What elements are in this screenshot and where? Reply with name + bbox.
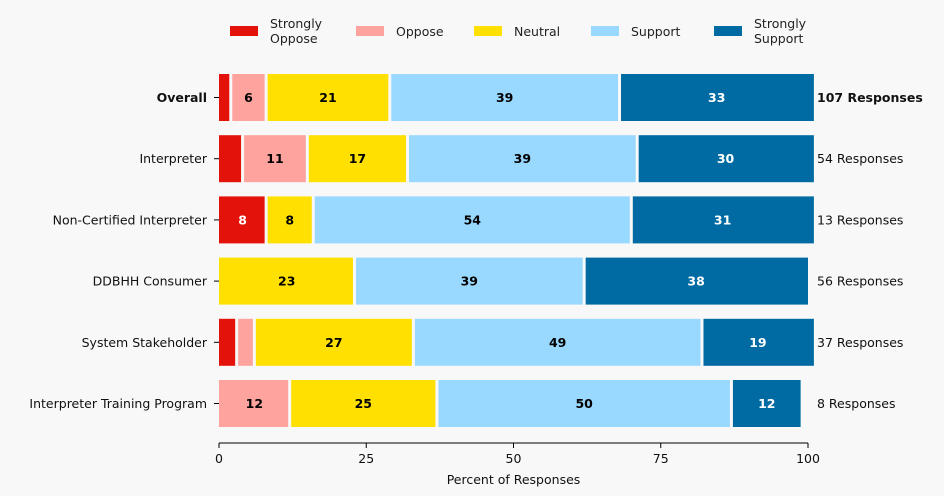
y-tick-label: Interpreter	[139, 151, 207, 166]
data-label: 21	[319, 90, 336, 105]
legend-swatch	[474, 26, 502, 36]
response-count: 8 Responses	[817, 396, 895, 411]
x-tick-label: 75	[653, 451, 669, 466]
data-label: 39	[514, 151, 531, 166]
legend-swatch	[591, 26, 619, 36]
y-tick-label: Interpreter Training Program	[29, 396, 207, 411]
y-tick-label: Overall	[157, 90, 207, 105]
bar-segment-strongly-support	[621, 74, 814, 121]
bar-segment-strongly-oppose	[219, 196, 265, 244]
legend-swatch	[230, 26, 258, 36]
x-axis: 0 25 50 75 100 Percent of Responses	[215, 442, 820, 487]
bar-row: 23 39 38	[219, 257, 808, 305]
legend-label: Support	[631, 23, 681, 39]
bar-segment-strongly-support	[638, 135, 814, 183]
bar-segment-support	[408, 135, 636, 183]
response-count: 37 Responses	[817, 335, 903, 350]
bar-segment-neutral	[291, 380, 436, 427]
legend-swatch	[356, 26, 384, 36]
data-label: 25	[355, 396, 372, 411]
data-label: 17	[349, 151, 366, 166]
data-label: 27	[325, 335, 342, 350]
response-count: 56 Responses	[817, 274, 903, 289]
data-label: 38	[687, 274, 704, 289]
bar-segment-strongly-support	[632, 196, 814, 244]
bar-segment-neutral	[267, 196, 312, 244]
legend-item-neutral: Neutral	[474, 14, 560, 48]
y-axis-labels: Overall Interpreter Non-Certified Interpre…	[29, 90, 219, 411]
data-label: 8	[285, 212, 294, 227]
legend-label: Strongly Oppose	[270, 16, 323, 46]
y-tick-label: System Stakeholder	[82, 335, 208, 350]
bar-segment-strongly-oppose	[219, 318, 236, 366]
data-label: 19	[749, 335, 766, 350]
bar-row: 11 17 39 30	[219, 135, 814, 183]
bar-segment-support	[355, 257, 583, 305]
data-label: 39	[461, 274, 478, 289]
x-tick-label: 100	[796, 451, 820, 466]
response-count: 54 Responses	[817, 151, 903, 166]
bar-segment-strongly-support	[732, 380, 801, 427]
legend-item-strongly-support: Strongly Support	[714, 14, 806, 48]
bar-row: 12 25 50 12	[219, 380, 801, 427]
bar-segment-support	[438, 380, 730, 427]
bar-row: 6 21 39 33	[219, 74, 814, 121]
data-label: 39	[496, 90, 513, 105]
response-count: 13 Responses	[817, 212, 903, 227]
bar-segment-neutral	[255, 318, 412, 366]
bar-segment-neutral	[308, 135, 406, 183]
legend-item-support: Support	[591, 14, 680, 48]
data-label: 33	[708, 90, 725, 105]
data-label: 11	[266, 151, 283, 166]
y-tick-label: DDBHH Consumer	[93, 274, 208, 289]
bar-segment-strongly-oppose	[219, 74, 230, 121]
bar-segment-oppose	[244, 135, 306, 183]
x-tick-label: 25	[358, 451, 374, 466]
data-label: 23	[278, 274, 295, 289]
bar-segment-oppose	[219, 380, 289, 427]
bar-segment-strongly-support	[585, 257, 808, 305]
data-label: 49	[549, 335, 566, 350]
legend-item-strongly-oppose: Strongly Oppose	[230, 14, 322, 48]
legend-swatch	[714, 26, 742, 36]
data-label: 12	[758, 396, 775, 411]
response-counts: 107 Responses 54 Responses 13 Responses 56 …	[817, 90, 923, 411]
bar-row: 8 8 54 31	[219, 196, 814, 244]
legend-label: Neutral	[514, 23, 561, 39]
bar-segment-support	[414, 318, 701, 366]
data-label: 12	[246, 396, 263, 411]
bar-segment-oppose	[238, 318, 253, 366]
data-label: 30	[717, 151, 735, 166]
y-tick-label: Non-Certified Interpreter	[53, 212, 208, 227]
bar-segment-strongly-support	[703, 318, 814, 366]
legend-label: Strongly Support	[754, 16, 807, 46]
bar-segment-support	[391, 74, 619, 121]
bar-segment-support	[314, 196, 630, 244]
bar-segment-neutral	[219, 257, 353, 305]
x-tick-label: 0	[215, 451, 223, 466]
legend-item-oppose: Oppose	[356, 14, 444, 48]
data-label: 31	[714, 212, 731, 227]
data-label: 54	[464, 212, 482, 227]
data-label: 8	[238, 212, 247, 227]
x-tick-label: 50	[506, 451, 522, 466]
bar-segment-oppose	[232, 74, 265, 121]
bar-row: 27 49 19	[219, 318, 814, 366]
legend-label: Oppose	[396, 23, 444, 39]
bar-segment-neutral	[267, 74, 389, 121]
x-axis-label: Percent of Responses	[447, 472, 581, 487]
chart-legend: Strongly Oppose Oppose Neutral Support S…	[230, 14, 830, 48]
bar-segment-strongly-oppose	[219, 135, 242, 183]
data-label: 50	[575, 396, 593, 411]
response-count: 107 Responses	[817, 90, 923, 105]
data-label: 6	[244, 90, 253, 105]
